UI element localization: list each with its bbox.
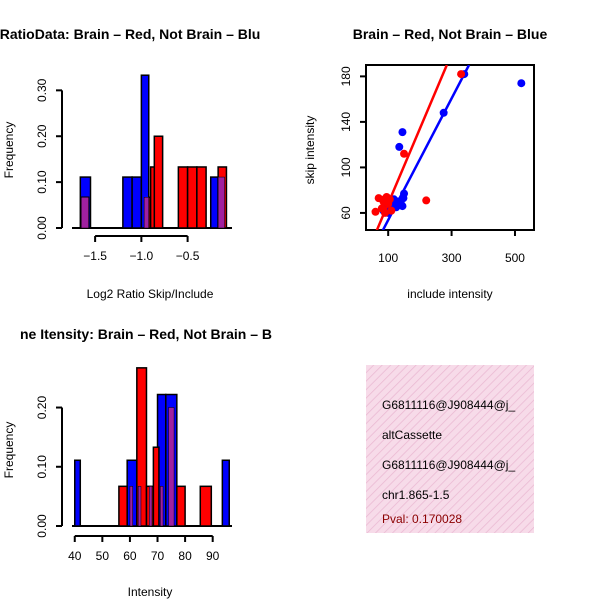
histogram-bar-brain-0 (118, 485, 128, 527)
scatter-point-not-brain-16 (517, 79, 526, 88)
histogram-bar-brain-3 (153, 135, 164, 229)
intensity-scatter: Brain – Red, Not Brain – Blue 100 300 500 6… (303, 26, 547, 301)
x-tick-label: −1.0 (130, 249, 154, 263)
histogram-bar-overlap-2 (217, 176, 225, 229)
histogram-bar-overlap-0 (80, 197, 89, 229)
event-location: chr1.865-1.5 (382, 488, 450, 502)
regression-line-brain (375, 65, 448, 230)
y-tick-label: 60 (339, 206, 353, 220)
histogram-bar-not-brain-1 (122, 176, 133, 229)
histogram-bar-brain-4 (176, 485, 186, 527)
intensity-histogram-ylabel: Frequency (2, 422, 16, 479)
scatter-plot-frame (365, 64, 535, 231)
histogram-bar-not-brain-2 (131, 176, 143, 229)
intensity-histogram: ne Itensity: Brain – Red, Not Brain – B … (2, 326, 272, 599)
event-id-line-2: G6811116@J908444@j_ (382, 458, 515, 472)
histogram-bar-overlap-4 (168, 407, 175, 527)
histogram-bar-brain-4 (177, 166, 189, 229)
histogram-bar-brain-1 (136, 367, 148, 527)
x-tick-label: 100 (378, 251, 398, 265)
regression-line-not-brain (381, 65, 471, 230)
ratio-histogram: RatioData: Brain – Red, Not Brain – Blu … (0, 26, 260, 301)
x-tick-label: −0.5 (176, 249, 200, 263)
histogram-bar-overlap-3 (160, 486, 164, 527)
histogram-bar-overlap-1 (143, 197, 150, 229)
ratio-histogram-title: RatioData: Brain – Red, Not Brain – Blu (0, 26, 260, 42)
x-tick-label: 300 (442, 251, 462, 265)
y-tick-label: 0.00 (35, 216, 49, 240)
scatter-point-not-brain-9 (398, 202, 407, 211)
histogram-bar-overlap-2 (148, 486, 153, 527)
scatter-point-brain-11 (422, 196, 431, 205)
x-tick-label: 90 (206, 549, 220, 563)
intensity-scatter-xlabel: include intensity (407, 287, 492, 301)
x-tick-label: 80 (178, 549, 192, 563)
histogram-bar-not-brain-4 (209, 176, 219, 229)
event-info-panel: G6811116@J908444@j_ altCassette G6811116… (366, 365, 534, 533)
y-tick-label: 0.10 (35, 455, 49, 479)
x-tick-label: 50 (96, 549, 110, 563)
scatter-point-brain-0 (371, 207, 380, 216)
event-type: altCassette (382, 428, 442, 442)
scatter-point-brain-9 (387, 206, 396, 215)
y-tick-label: 140 (339, 112, 353, 132)
y-tick-label: 0.10 (35, 170, 49, 194)
intensity-scatter-title: Brain – Red, Not Brain – Blue (353, 26, 548, 42)
scatter-point-not-brain-12 (395, 142, 404, 151)
histogram-bar-brain-3 (152, 446, 160, 527)
histogram-bar-brain-6 (196, 166, 207, 229)
histogram-bar-overlap-1 (137, 486, 142, 527)
intensity-histogram-title: ne Itensity: Brain – Red, Not Brain – B (20, 326, 272, 342)
y-tick-label: 0.20 (35, 124, 49, 148)
y-tick-label: 0.30 (35, 78, 49, 102)
y-tick-label: 0.20 (35, 396, 49, 420)
event-id-line-1: G6811116@J908444@j_ (382, 398, 515, 412)
y-tick-label: 100 (339, 157, 353, 177)
histogram-bar-not-brain-0 (74, 459, 82, 527)
histogram-bar-overlap-0 (129, 486, 133, 527)
x-tick-label: 60 (123, 549, 137, 563)
x-tick-label: −1.5 (83, 249, 107, 263)
histogram-bar-brain-5 (199, 485, 213, 527)
scatter-plot-area (371, 65, 526, 230)
event-pvalue: Pval: 0.170028 (382, 512, 462, 526)
scatter-point-not-brain-13 (398, 128, 407, 137)
histogram-bar-not-brain-4 (221, 459, 230, 527)
histogram-bar-brain-5 (186, 166, 198, 229)
ratio-histogram-xlabel: Log2 Ratio Skip/Include (87, 287, 214, 301)
y-tick-label: 0.00 (35, 514, 49, 538)
x-tick-label: 40 (68, 549, 82, 563)
x-tick-label: 70 (151, 549, 165, 563)
y-tick-label: 180 (339, 66, 353, 86)
x-tick-label: 500 (505, 251, 525, 265)
info-panel-background (366, 365, 534, 533)
intensity-scatter-ylabel: skip intensity (303, 116, 317, 185)
scatter-point-brain-10 (400, 149, 409, 158)
scatter-point-brain-12 (457, 70, 466, 79)
intensity-histogram-xlabel: Intensity (128, 585, 173, 599)
ratio-histogram-ylabel: Frequency (2, 122, 16, 179)
